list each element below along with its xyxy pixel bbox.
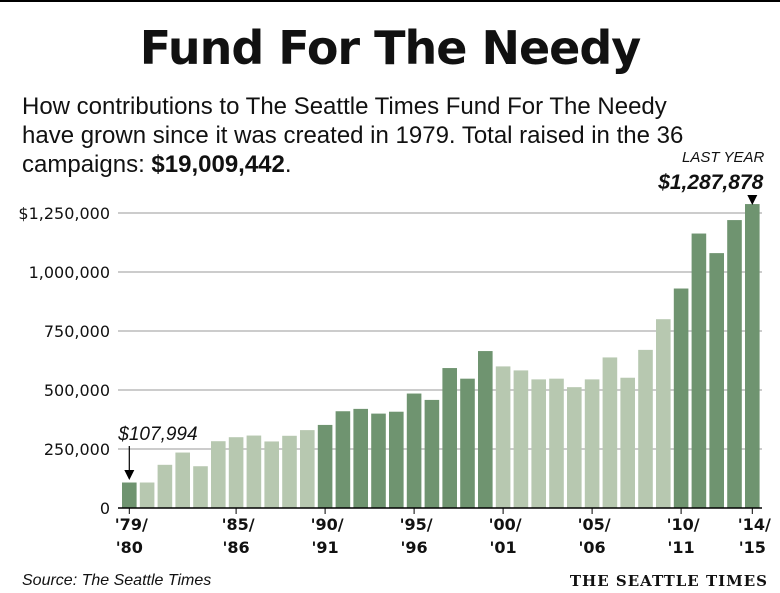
x-tick-label: '05/: [578, 515, 611, 534]
publisher-logo: THE SEATTLE TIMES: [569, 572, 768, 590]
bar: [282, 435, 297, 508]
bar: [157, 464, 173, 508]
bar: [745, 204, 760, 508]
top-rule: [0, 0, 780, 2]
x-tick-label: '91: [312, 538, 339, 557]
y-tick-label: 500,000: [44, 381, 110, 400]
x-tick-label: '80: [116, 538, 143, 557]
bar: [139, 482, 155, 508]
last-year-caption: LAST YEAR: [682, 149, 764, 166]
bar: [211, 441, 226, 508]
x-tick-label: '01: [490, 538, 517, 557]
y-tick-label: 750,000: [44, 322, 110, 341]
bar: [727, 220, 742, 508]
bar: [638, 349, 653, 508]
x-tick-label: '95/: [400, 515, 433, 534]
x-tick-label: '86: [223, 538, 250, 557]
gridlines: [118, 212, 762, 450]
first-value-label: $107,994: [117, 424, 197, 445]
bar: [602, 357, 618, 508]
bar: [620, 377, 635, 508]
bar: [353, 408, 368, 508]
y-tick-label: 1,000,000: [29, 263, 110, 282]
x-tick-label: '06: [579, 538, 606, 557]
last-value-arrow: [747, 195, 758, 205]
bar: [442, 368, 457, 508]
bar: [691, 233, 707, 509]
source-note: Source: The Seattle Times: [22, 572, 212, 589]
chart-title: Fund For The Needy: [139, 21, 642, 75]
subtitle-total: $19,009,442: [151, 151, 285, 178]
bar: [531, 379, 546, 508]
bar: [478, 351, 493, 508]
subtitle-end: .: [284, 151, 292, 178]
x-tick-label: '10/: [667, 515, 700, 534]
bar: [513, 370, 529, 508]
bar: [246, 435, 262, 508]
bar: [424, 399, 440, 508]
bar: [264, 441, 279, 508]
bar: [122, 482, 137, 508]
chart-subtitle: How contributions to The Seattle Times F…: [22, 92, 722, 179]
bar: [228, 437, 244, 508]
y-tick-label: $1,250,000: [18, 204, 110, 223]
bars: [122, 204, 760, 509]
bar: [567, 387, 582, 508]
bar: [460, 378, 475, 508]
y-tick-label: 0: [100, 499, 110, 518]
bar: [549, 378, 564, 508]
x-tick-label: '11: [668, 538, 695, 557]
x-tick-label: '00/: [489, 515, 522, 534]
bar: [673, 288, 689, 508]
x-tick-label: '85/: [222, 515, 255, 534]
y-axis-ticks: 0 250,000 500,000 750,000 1,000,000 $1,250,00…: [18, 204, 110, 518]
x-tick-label: '14/: [738, 515, 771, 534]
bar: [584, 379, 600, 508]
x-tick-label: '79/: [115, 515, 148, 534]
y-tick-label: 250,000: [44, 440, 110, 459]
x-tick-label: '15: [739, 538, 766, 557]
last-value-label: $1,287,878: [657, 171, 763, 194]
bar: [389, 411, 404, 508]
bar: [317, 424, 333, 508]
subtitle-text: How contributions to The Seattle Times F…: [22, 93, 684, 178]
bar: [300, 430, 315, 508]
first-value-arrow: [124, 470, 135, 480]
bar: [709, 253, 724, 508]
bar: [406, 393, 422, 508]
bar: [656, 319, 671, 508]
bar: [495, 366, 511, 508]
bar: [175, 452, 190, 508]
x-axis-ticks: '79/ '80 '85/ '86 '90/ '91 '95/ '96 '00/ '01 '05/ '…: [115, 508, 771, 557]
bar: [335, 411, 351, 508]
bar: [193, 466, 208, 508]
x-tick-label: '90/: [311, 515, 344, 534]
annotations: $107,994 LAST YEAR $1,287,878: [117, 149, 764, 480]
bar: [371, 413, 386, 508]
x-tick-label: '96: [401, 538, 428, 557]
